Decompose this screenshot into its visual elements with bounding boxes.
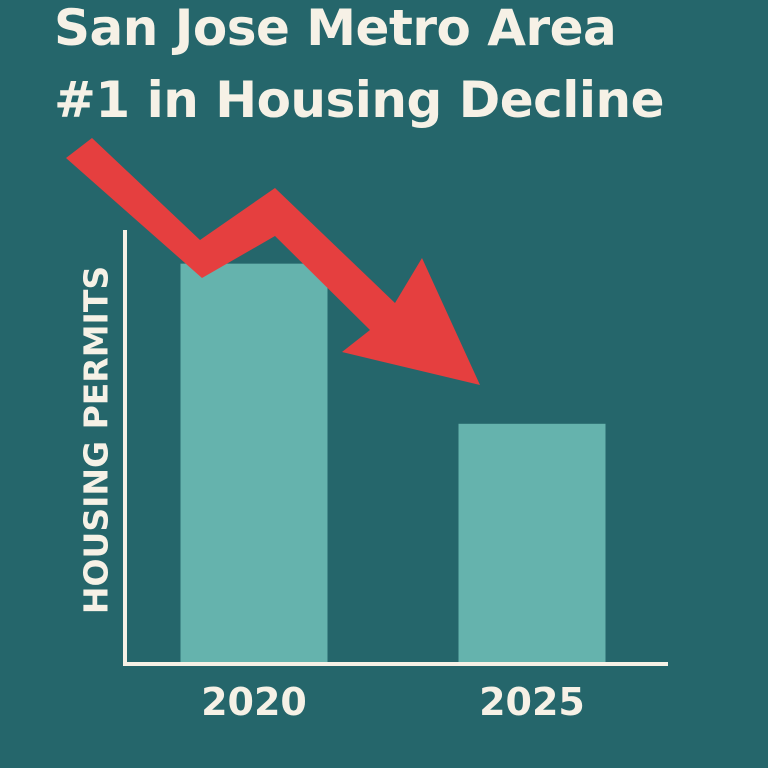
- x-tick-labels: 2020 2025: [201, 680, 585, 724]
- downward-trend-arrow-icon: [66, 138, 480, 385]
- x-tick-label-2025: 2025: [479, 680, 585, 724]
- x-tick-label-2020: 2020: [201, 680, 307, 724]
- chart-title-line-1: San Jose Metro Area: [54, 0, 617, 57]
- bars-group: [180, 263, 606, 664]
- chart-title-line-2: #1 in Housing Decline: [54, 71, 665, 129]
- y-axis-label: HOUSING PERMITS: [76, 265, 116, 615]
- bar-2025: [458, 423, 606, 664]
- bar-2020: [180, 263, 328, 664]
